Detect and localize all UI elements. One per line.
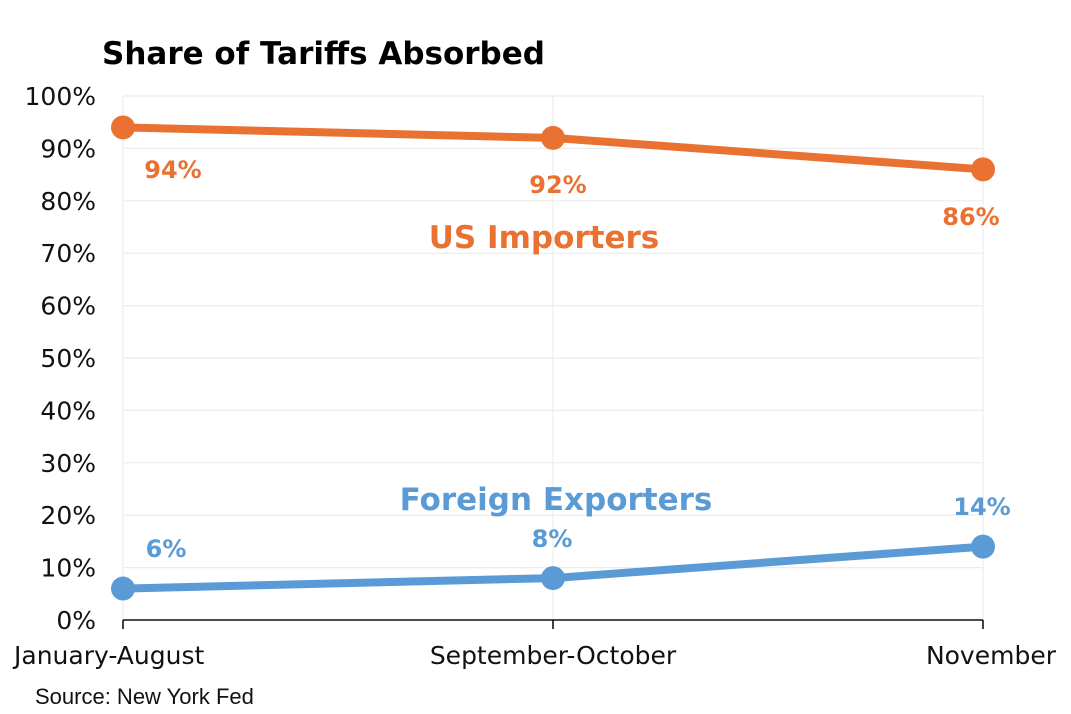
- data-label: 6%: [146, 535, 187, 563]
- data-label: 94%: [144, 156, 201, 184]
- y-tick-label: 50%: [40, 344, 96, 373]
- y-tick-label: 30%: [40, 449, 96, 478]
- x-tick-label: November: [926, 641, 1057, 670]
- data-point: [541, 566, 565, 591]
- series-label-foreign-exporters: Foreign Exporters: [400, 482, 713, 518]
- y-tick-label: 0%: [56, 606, 96, 635]
- data-labels: 94% 92% 86% 6% 8% 14%: [144, 156, 1010, 563]
- y-tick-label: 60%: [40, 292, 96, 321]
- y-tick-label: 10%: [40, 554, 96, 583]
- y-axis-ticks: 0% 10% 20% 30% 40% 50% 60% 70% 80% 90% 100%: [25, 82, 96, 635]
- data-point: [111, 576, 135, 601]
- y-tick-label: 90%: [40, 134, 96, 163]
- y-tick-label: 100%: [25, 82, 96, 111]
- x-tick-label: September-October: [430, 641, 677, 670]
- x-axis-ticks: January-August September-October November: [12, 641, 1057, 670]
- source-note: Source: New York Fed: [35, 684, 254, 709]
- data-label: 86%: [942, 203, 999, 231]
- data-point: [971, 157, 995, 182]
- x-tick-label: January-August: [12, 641, 204, 670]
- y-tick-label: 80%: [40, 187, 96, 216]
- y-tick-label: 40%: [40, 396, 96, 425]
- series-label-us-importers: US Importers: [429, 220, 660, 256]
- data-label: 14%: [953, 493, 1010, 521]
- x-axis: [122, 619, 984, 629]
- data-point: [971, 534, 995, 559]
- series: [111, 115, 995, 601]
- data-point: [541, 125, 565, 150]
- y-tick-label: 20%: [40, 501, 96, 530]
- data-point: [111, 115, 135, 140]
- gridlines: [122, 95, 984, 620]
- chart-title: Share of Tariffs Absorbed: [102, 36, 545, 72]
- data-label: 92%: [529, 171, 586, 199]
- data-label: 8%: [532, 525, 573, 553]
- y-tick-label: 70%: [40, 239, 96, 268]
